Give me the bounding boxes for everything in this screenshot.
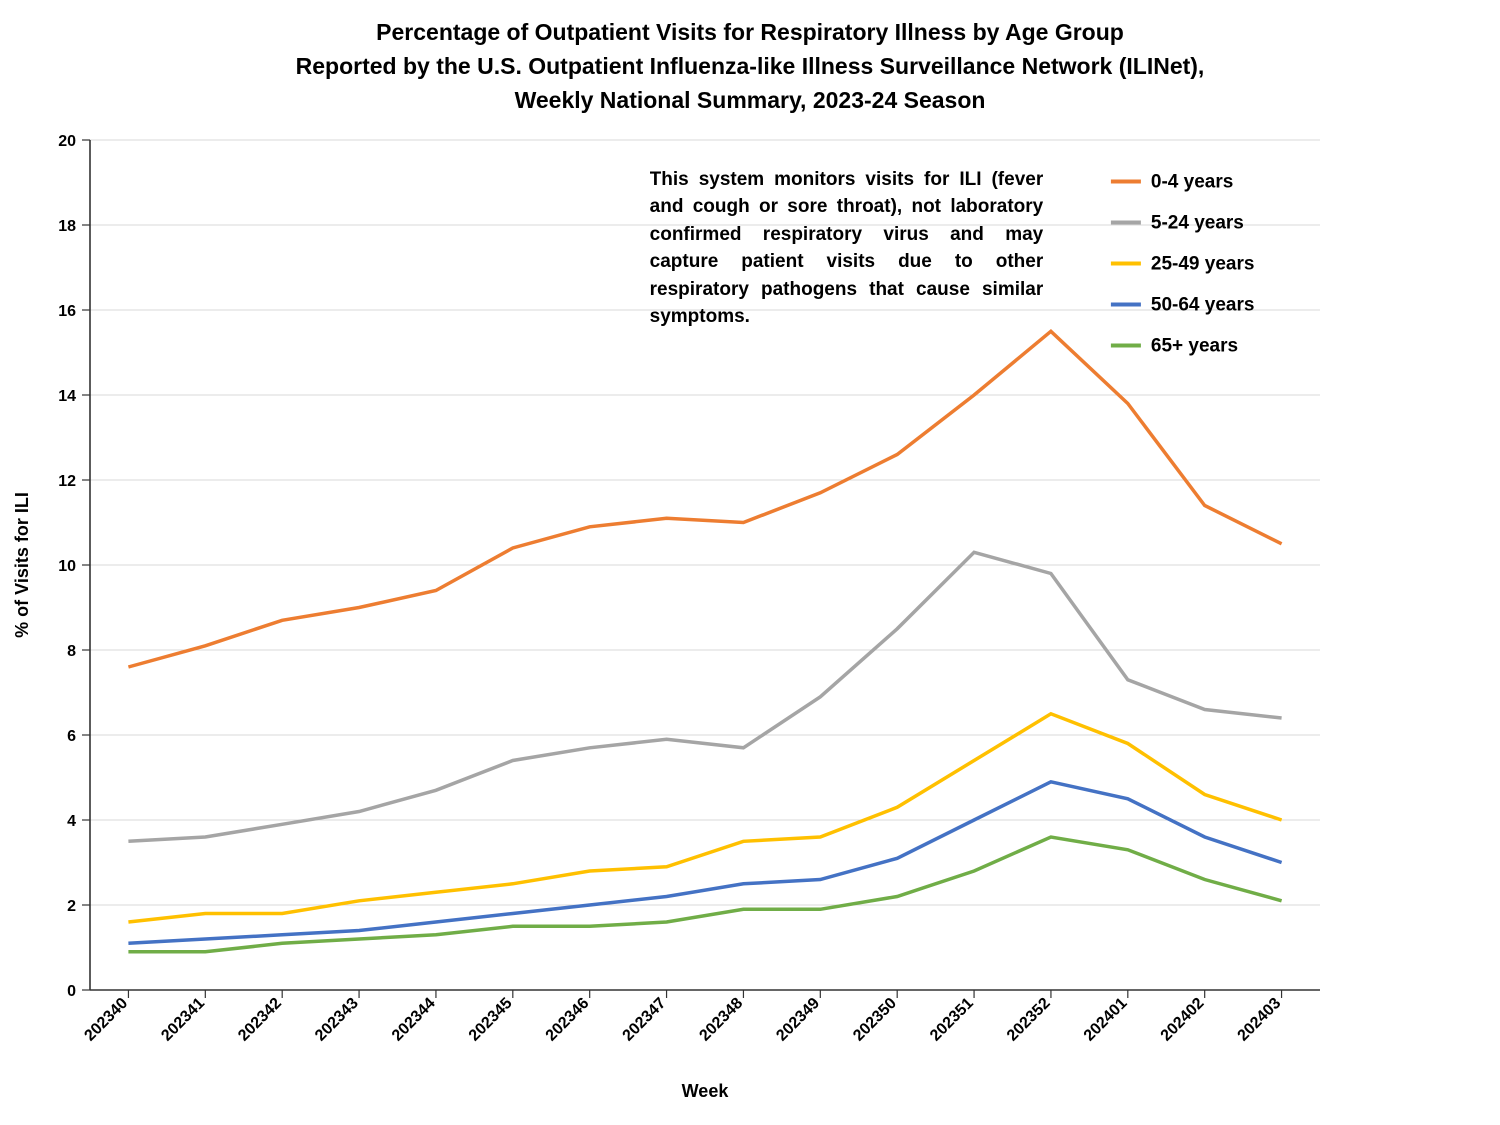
y-tick-label: 2 — [67, 898, 76, 915]
x-tick-label: 202348 — [696, 995, 746, 1045]
legend-label-1: 5-24 years — [1151, 213, 1244, 234]
annotation-box: This system monitors visits for ILI (fev… — [650, 166, 1044, 386]
x-tick-label: 202340 — [81, 995, 131, 1045]
x-tick-label: 202352 — [1004, 995, 1054, 1045]
y-axis: 0 2 4 6 8 10 12 14 16 18 20 — [58, 133, 90, 1000]
x-tick-label: 202402 — [1158, 995, 1208, 1045]
legend-label-2: 25-49 years — [1151, 254, 1255, 275]
x-tick-label: 202401 — [1081, 995, 1131, 1045]
chart-title: Percentage of Outpatient Visits for Resp… — [296, 19, 1205, 113]
series-line-1 — [128, 552, 1281, 841]
title-line-0: Percentage of Outpatient Visits for Resp… — [376, 19, 1124, 45]
y-tick-label: 14 — [58, 388, 76, 405]
x-tick-label: 202346 — [543, 995, 593, 1045]
y-tick-label: 4 — [67, 813, 76, 830]
x-tick-label: 202341 — [158, 995, 208, 1045]
x-tick-label: 202351 — [927, 995, 977, 1045]
y-tick-label: 16 — [58, 303, 76, 320]
y-tick-label: 6 — [67, 728, 76, 745]
x-tick-label: 202342 — [235, 995, 285, 1045]
y-tick-label: 12 — [58, 473, 76, 490]
y-tick-label: 8 — [67, 643, 76, 660]
x-tick-label: 202345 — [466, 995, 516, 1045]
legend-label-4: 65+ years — [1151, 336, 1238, 357]
title-line-1: Reported by the U.S. Outpatient Influenz… — [296, 53, 1205, 79]
x-tick-label: 202349 — [773, 995, 823, 1045]
legend-label-0: 0-4 years — [1151, 172, 1233, 193]
line-chart: Percentage of Outpatient Visits for Resp… — [0, 0, 1500, 1125]
legend-label-3: 50-64 years — [1151, 295, 1255, 316]
legend: 0-4 years 5-24 years 25-49 years 50-64 year… — [1111, 172, 1255, 357]
title-line-2: Weekly National Summary, 2023-24 Season — [515, 87, 986, 113]
x-tick-label: 202344 — [389, 995, 439, 1045]
y-tick-label: 10 — [58, 558, 76, 575]
annotation-text: This system monitors visits for ILI (fev… — [650, 166, 1044, 331]
y-tick-label: 18 — [58, 218, 76, 235]
chart-container: Percentage of Outpatient Visits for Resp… — [0, 0, 1500, 1125]
series-line-3 — [128, 782, 1281, 944]
x-axis: 202340 202341 202342 202343 202344 202345 2023… — [81, 990, 1284, 1045]
x-tick-label: 202403 — [1235, 995, 1285, 1045]
x-tick-label: 202350 — [850, 995, 900, 1045]
x-axis-label: Week — [682, 1081, 730, 1101]
x-tick-label: 202343 — [312, 995, 362, 1045]
series-group — [128, 331, 1281, 952]
y-axis-label: % of Visits for ILI — [12, 492, 32, 638]
y-tick-label: 20 — [58, 133, 76, 150]
x-tick-label: 202347 — [620, 995, 670, 1045]
y-tick-label: 0 — [67, 983, 76, 1000]
